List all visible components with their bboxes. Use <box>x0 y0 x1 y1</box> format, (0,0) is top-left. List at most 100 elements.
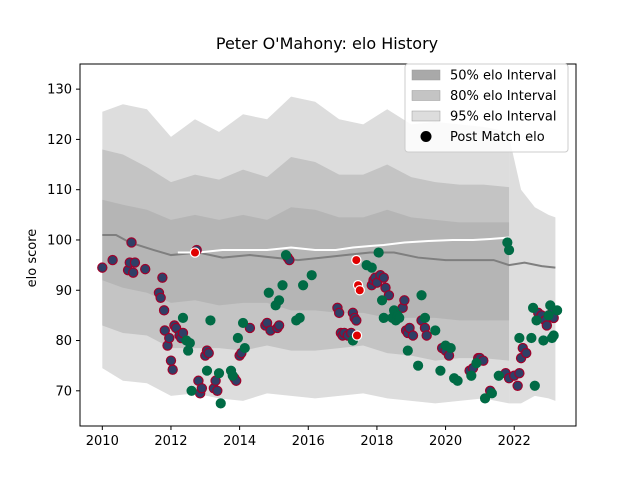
post-match-point-green <box>177 312 189 324</box>
post-match-point-green <box>298 280 309 291</box>
post-match-point-green <box>201 365 213 376</box>
post-match-point-red <box>189 247 201 258</box>
post-match-point-green <box>306 270 317 281</box>
post-match-point-navy <box>351 315 362 326</box>
post-match-point-green <box>215 398 226 409</box>
post-match-point-green <box>205 315 216 326</box>
post-match-point-navy <box>129 257 141 268</box>
post-match-point-green <box>479 393 491 404</box>
post-match-point-green <box>280 249 292 261</box>
post-match-point-green <box>486 388 498 399</box>
post-match-point-navy <box>541 320 553 331</box>
y-axis-title: elo score <box>25 229 40 288</box>
post-match-point-green <box>419 312 431 324</box>
post-match-point-navy <box>165 355 177 366</box>
post-match-point-navy <box>158 305 170 316</box>
post-match-point-green <box>402 345 413 356</box>
legend-swatch <box>411 90 441 101</box>
post-match-point-green <box>445 342 456 354</box>
post-match-point-navy <box>164 332 175 344</box>
post-match-point-navy <box>407 330 419 341</box>
post-match-point-navy <box>155 292 166 303</box>
post-match-point-green <box>237 317 249 329</box>
post-match-point-green <box>294 312 305 324</box>
chart-title: Peter O'Mahony: elo History <box>216 34 438 53</box>
legend-label: 80% elo Interval <box>450 89 557 104</box>
post-match-point-navy <box>421 330 432 341</box>
post-match-point-navy <box>212 385 223 397</box>
post-match-point-green <box>545 300 556 311</box>
legend-label: 50% elo Interval <box>450 69 557 84</box>
post-match-point-green <box>239 342 250 354</box>
y-tick-label: 70 <box>55 384 72 399</box>
post-match-elo-line <box>177 236 510 254</box>
post-match-point-navy <box>140 263 151 275</box>
y-tick-label: 90 <box>55 284 72 299</box>
legend-label: 95% elo Interval <box>450 110 557 125</box>
axes: 2010 2012 2014 2016 2018 2020 2022 70 80 90 100 110… <box>47 63 577 449</box>
post-match-point-navy <box>383 290 395 301</box>
post-match-point-green <box>529 380 540 391</box>
plot-area <box>97 96 563 409</box>
post-match-point-green <box>232 332 243 344</box>
post-match-point-navy <box>157 272 168 283</box>
post-match-point-green <box>538 335 549 346</box>
post-match-point-green <box>366 262 377 273</box>
post-match-point-navy <box>196 383 208 394</box>
post-match-point-navy <box>399 295 410 306</box>
post-match-point-green <box>376 295 388 306</box>
post-match-point-green <box>435 365 446 376</box>
post-match-point-green <box>527 302 539 313</box>
post-match-point-navy <box>128 267 139 278</box>
post-match-point-green <box>277 280 288 291</box>
y-tick-label: 100 <box>47 233 72 248</box>
post-match-point-navy <box>97 262 108 273</box>
post-match-point-navy <box>107 254 118 266</box>
plot-frame <box>79 63 577 427</box>
post-match-point-navy <box>514 368 525 379</box>
post-match-point-navy <box>333 307 345 319</box>
post-match-point-navy <box>126 237 137 248</box>
post-match-point-navy <box>244 322 256 334</box>
legend-swatch <box>411 69 441 81</box>
y-tick-label: 110 <box>47 183 72 198</box>
post-match-point-green <box>452 375 463 386</box>
post-match-point-green <box>227 370 238 381</box>
post-match-point-green <box>531 315 542 326</box>
post-match-point-green <box>471 358 482 369</box>
post-match-point-red <box>351 254 362 266</box>
post-match-point-green <box>213 368 225 379</box>
post-match-point-green <box>373 247 384 258</box>
post-match-point-green <box>543 310 554 321</box>
x-tick-label: 2022 <box>498 434 531 449</box>
post-match-point-navy <box>203 347 214 359</box>
post-match-point-green <box>273 295 285 306</box>
post-match-point-green <box>552 305 563 316</box>
x-tick-label: 2010 <box>86 434 119 449</box>
legend-marker <box>420 131 432 142</box>
post-match-point-green <box>263 287 274 298</box>
post-match-point-green <box>378 312 389 324</box>
post-match-point-green <box>416 290 427 301</box>
y-tick-label: 80 <box>55 334 72 349</box>
x-tick-label: 2012 <box>154 434 187 449</box>
x-tick-label: 2016 <box>292 434 325 449</box>
post-match-point-green <box>493 370 504 381</box>
post-match-point-green <box>503 244 515 256</box>
post-match-point-red <box>354 285 365 296</box>
post-match-point-green <box>394 312 405 324</box>
legend-box <box>404 63 569 153</box>
post-match-point-green <box>184 337 195 349</box>
post-match-point-green <box>413 360 424 371</box>
post-match-point-green <box>466 370 477 381</box>
legend-swatch <box>411 110 441 122</box>
legend: 50% elo Interval 80% elo Interval 95% elo … <box>404 63 569 153</box>
post-match-point-navy <box>521 347 532 359</box>
y-tick-label: 120 <box>47 133 72 148</box>
post-match-point-navy <box>159 325 170 336</box>
post-match-point-green <box>186 385 197 396</box>
median-elo-line <box>102 233 556 269</box>
post-match-point-green <box>514 332 525 344</box>
